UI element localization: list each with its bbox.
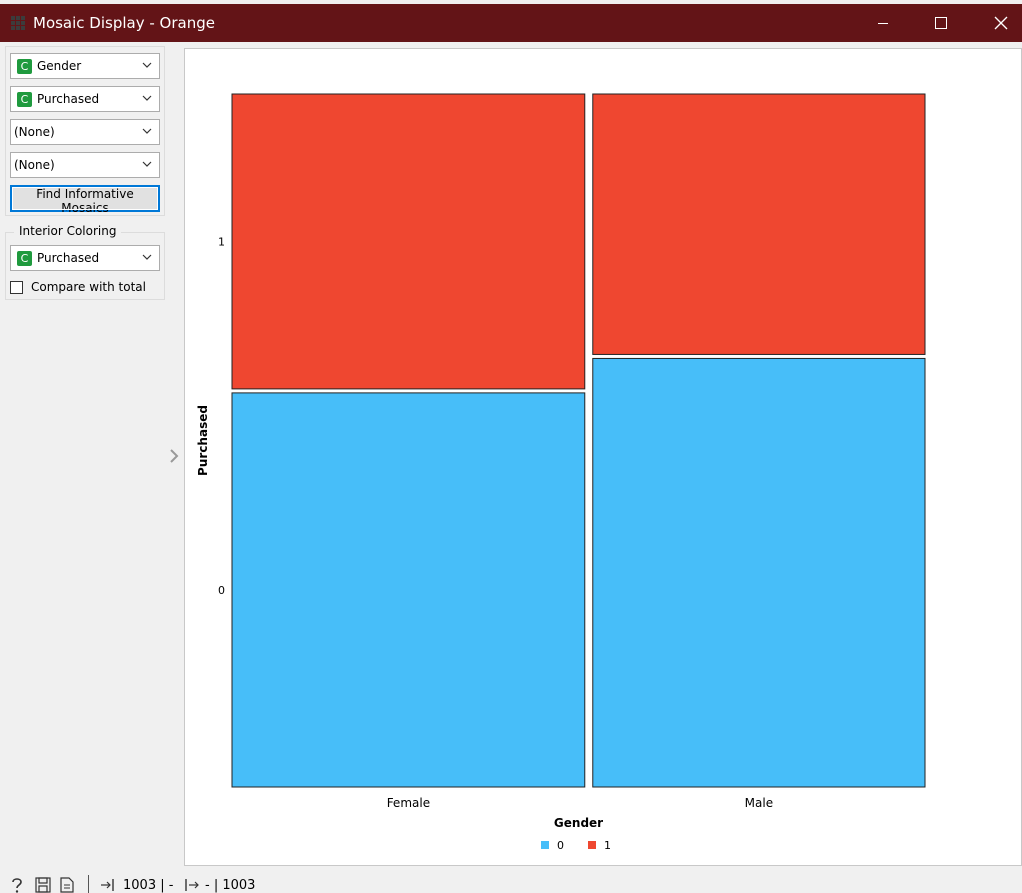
close-icon	[994, 16, 1008, 30]
interior-coloring-label: Interior Coloring	[14, 224, 122, 238]
categorical-type-icon: C	[17, 91, 32, 107]
status-separator	[88, 875, 89, 893]
x-axis-title: Gender	[554, 816, 603, 830]
interior-coloring-value: Purchased	[37, 251, 100, 265]
y-axis-title: Purchased	[196, 405, 210, 476]
chevron-down-icon	[142, 128, 152, 134]
output-icon	[185, 879, 199, 891]
window-title: Mosaic Display - Orange	[33, 14, 215, 32]
chevron-down-icon	[142, 254, 152, 260]
y-tick-label: 0	[218, 584, 225, 597]
mosaic-cell-male-0	[592, 357, 926, 788]
report-icon[interactable]	[60, 877, 74, 893]
save-icon[interactable]	[35, 877, 51, 893]
chevron-down-icon	[142, 62, 152, 68]
legend-label: 0	[557, 839, 564, 852]
status-bar: 1003 | - - | 1003	[0, 873, 1022, 893]
compare-with-total-checkbox[interactable]	[10, 280, 23, 294]
legend-label: 1	[604, 839, 611, 852]
x-tick-label: Male	[745, 796, 773, 810]
x-tick-label: Female	[387, 796, 430, 810]
title-bar: Mosaic Display - Orange	[0, 4, 1022, 42]
variable-1-value: Gender	[37, 59, 82, 73]
categorical-type-icon: C	[17, 250, 32, 266]
variable-4-combo[interactable]: (None)	[10, 152, 160, 178]
app-grid-icon	[11, 16, 25, 30]
close-button[interactable]	[978, 4, 1022, 42]
chevron-down-icon	[142, 95, 152, 101]
variable-2-combo[interactable]: C Purchased	[10, 86, 160, 112]
maximize-button[interactable]	[918, 4, 964, 42]
mosaic-cell-female-1	[231, 93, 586, 390]
input-count: 1003 | -	[123, 878, 174, 893]
compare-with-total-label: Compare with total	[31, 280, 146, 294]
find-informative-mosaics-button[interactable]: Find Informative Mosaics	[10, 185, 160, 215]
legend-swatch	[588, 841, 596, 849]
variable-2-value: Purchased	[37, 92, 100, 106]
interior-coloring-combo[interactable]: C Purchased	[10, 245, 160, 271]
legend-swatch	[541, 841, 549, 849]
mosaic-cell-male-1	[592, 93, 926, 355]
variable-1-combo[interactable]: C Gender	[10, 53, 160, 79]
chevron-down-icon	[142, 161, 152, 167]
variable-3-combo[interactable]: (None)	[10, 119, 160, 145]
categorical-type-icon: C	[17, 58, 32, 74]
variables-box	[5, 46, 165, 216]
y-tick-label: 1	[218, 235, 225, 248]
minimize-icon	[878, 23, 888, 24]
mosaic-chart: Female Male 1 0 Gender Purchased 0 1	[196, 93, 926, 852]
minimize-button[interactable]	[860, 4, 906, 42]
mosaic-plot-area: Female Male 1 0 Gender Purchased 0 1	[184, 48, 1022, 866]
help-icon[interactable]	[10, 877, 24, 893]
output-count: - | 1003	[205, 878, 256, 893]
variable-3-value: (None)	[14, 125, 55, 139]
variable-4-value: (None)	[14, 158, 55, 172]
collapse-panel-arrow-icon[interactable]	[169, 449, 179, 463]
mosaic-cell-female-0	[231, 392, 586, 788]
maximize-icon	[935, 17, 947, 29]
compare-with-total-row[interactable]: Compare with total	[10, 280, 146, 294]
input-icon	[101, 879, 114, 891]
